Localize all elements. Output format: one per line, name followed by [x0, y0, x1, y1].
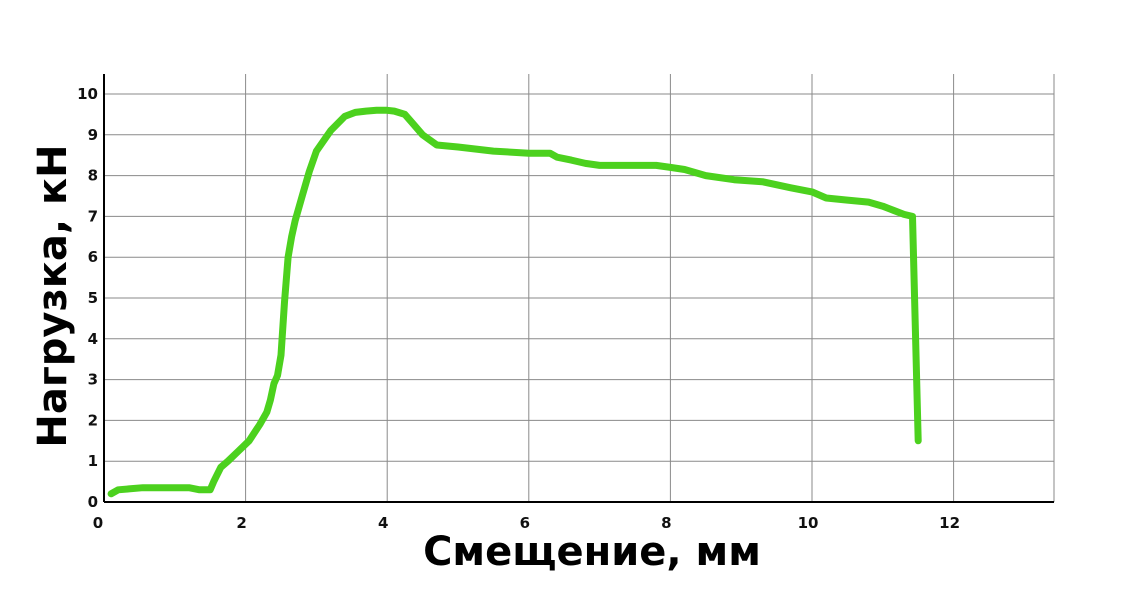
y-tick-label: 8 [88, 167, 98, 185]
y-tick-label: 7 [88, 207, 98, 225]
x-tick-label: 10 [798, 514, 819, 532]
y-tick-label: 4 [88, 330, 98, 348]
data-series [107, 106, 922, 498]
x-tick-label: 2 [236, 514, 246, 532]
x-tick-label: 6 [520, 514, 530, 532]
series-line [107, 106, 922, 498]
x-tick-label: 4 [378, 514, 388, 532]
y-tick-label: 6 [88, 248, 98, 266]
x-tick-label: 0 [93, 514, 103, 532]
y-tick-label: 3 [88, 371, 98, 389]
x-tick-label: 12 [939, 514, 960, 532]
y-tick-label: 2 [88, 411, 98, 429]
y-axis-label: Нагрузка, кН [30, 144, 76, 447]
x-axis-label: Смещение, мм [423, 529, 761, 575]
y-tick-label: 5 [88, 289, 98, 307]
y-tick-label: 0 [88, 493, 98, 511]
y-tick-label: 10 [77, 85, 98, 103]
y-tick-labels: 0 1 2 3 4 5 6 7 8 9 10 [77, 85, 98, 511]
y-tick-label: 9 [88, 126, 98, 144]
x-tick-label: 8 [661, 514, 671, 532]
y-tick-label: 1 [88, 452, 98, 470]
x-tick-labels: 0 2 4 6 8 10 12 [93, 514, 960, 532]
axes [103, 74, 1054, 503]
grid-lines [104, 74, 1055, 502]
